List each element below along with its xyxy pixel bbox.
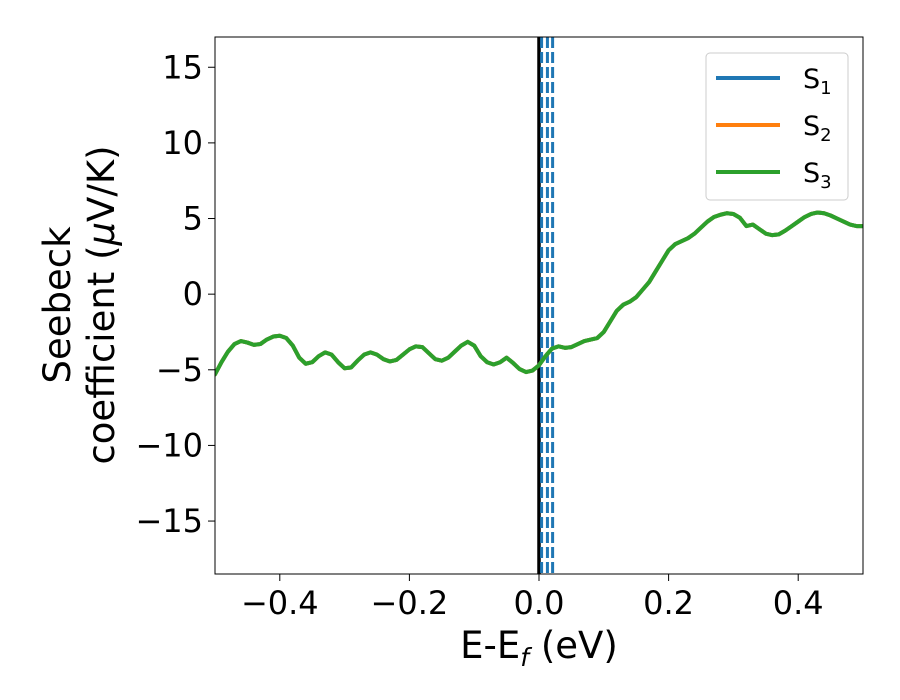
x-axis-ticks: −0.4 −0.2 0.0 0.2 0.4 bbox=[241, 574, 824, 622]
y-tick-label: 5 bbox=[183, 200, 203, 238]
x-tick-label: −0.2 bbox=[371, 584, 449, 622]
y-axis-title: Seebeck coefficient (μV/K) bbox=[36, 145, 123, 464]
y-axis-title-line1: Seebeck bbox=[36, 226, 79, 384]
series-line-s3 bbox=[215, 210, 863, 377]
x-axis-title-main: E-E bbox=[460, 624, 520, 667]
legend: S1 S2 S3 bbox=[705, 52, 849, 201]
y-axis-ticks: −15 −10 −5 0 5 10 15 bbox=[135, 48, 215, 540]
series-lines bbox=[215, 210, 863, 377]
y-tick-label: −15 bbox=[135, 502, 203, 540]
x-axis-title-unit: (eV) bbox=[529, 624, 618, 667]
x-tick-label: −0.4 bbox=[241, 584, 319, 622]
y-axis-title-mu: μ bbox=[80, 222, 123, 247]
y-tick-label: −5 bbox=[156, 351, 203, 389]
x-tick-label: 0.0 bbox=[514, 584, 565, 622]
legend-items: S1 S2 S3 bbox=[716, 64, 832, 193]
vertical-lines bbox=[537, 37, 555, 574]
legend-label-s3: S3 bbox=[803, 158, 832, 193]
legend-label-s2: S2 bbox=[803, 111, 832, 146]
y-tick-label: 10 bbox=[162, 124, 203, 162]
y-axis-title-prefix: coefficient ( bbox=[80, 245, 123, 464]
legend-label-s1: S1 bbox=[803, 64, 832, 99]
y-axis-title-suffix: V/K) bbox=[80, 145, 123, 221]
y-tick-label: −10 bbox=[135, 426, 203, 464]
x-axis-title: E-Ef (eV) bbox=[460, 624, 618, 672]
y-tick-label: 0 bbox=[183, 275, 203, 313]
y-axis-title-line2: coefficient (μV/K) bbox=[80, 145, 123, 464]
x-tick-label: 0.2 bbox=[643, 584, 694, 622]
y-tick-label: 15 bbox=[162, 48, 203, 86]
x-tick-label: 0.4 bbox=[773, 584, 824, 622]
